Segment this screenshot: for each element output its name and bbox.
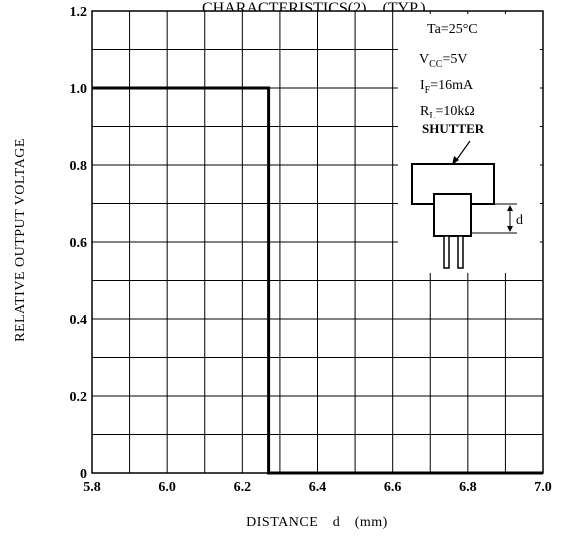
condition-vcc: VCC=5V — [419, 52, 467, 70]
y-axis-label: RELATIVE OUTPUT VOLTAGE — [13, 138, 28, 342]
sensor-body — [433, 193, 472, 237]
dimension-arrowhead-up — [507, 205, 513, 211]
x-axis-label: DISTANCE d (mm) — [246, 515, 388, 530]
shutter-inset: SHUTTER d — [398, 118, 540, 273]
y-tick-label: 0.8 — [70, 159, 88, 174]
x-tick-label: 6.4 — [309, 480, 327, 495]
sensor-lead-left — [443, 235, 450, 269]
y-tick-label: 0.2 — [70, 390, 88, 405]
x-tick-label: 6.2 — [234, 480, 252, 495]
series-line — [92, 86, 543, 475]
series — [92, 86, 543, 475]
x-tick-label: 7.0 — [534, 480, 552, 495]
condition-if: IF=16mA — [420, 78, 474, 96]
y-tick-label: 1.0 — [70, 82, 88, 97]
x-tick-label: 6.0 — [158, 480, 176, 495]
shutter-pointer-arrow — [454, 140, 471, 163]
x-tick-label: 6.6 — [384, 480, 402, 495]
x-tick-label: 6.8 — [459, 480, 477, 495]
x-tick-labels: 5.8 6.0 6.2 6.4 6.6 6.8 7.0 — [83, 480, 552, 495]
y-tick-label: 1.2 — [70, 5, 88, 20]
y-tick-labels: 0 0.2 0.4 0.6 0.8 1.0 1.2 — [70, 5, 88, 482]
shutter-pointer-arrowhead — [452, 156, 459, 165]
shutter-label: SHUTTER — [422, 121, 485, 136]
conditions-box — [398, 14, 540, 132]
dimension-arrowhead-down — [507, 226, 513, 232]
sensor-lead-right — [457, 235, 464, 269]
dimension-label-d: d — [516, 213, 523, 228]
condition-ta: Ta=25°C — [427, 22, 478, 37]
y-tick-label: 0.6 — [70, 236, 88, 251]
condition-rl: RL=10kΩ — [420, 104, 475, 122]
x-tick-label: 5.8 — [83, 480, 101, 495]
y-tick-label: 0.4 — [70, 313, 88, 328]
y-tick-label: 0 — [80, 467, 87, 482]
